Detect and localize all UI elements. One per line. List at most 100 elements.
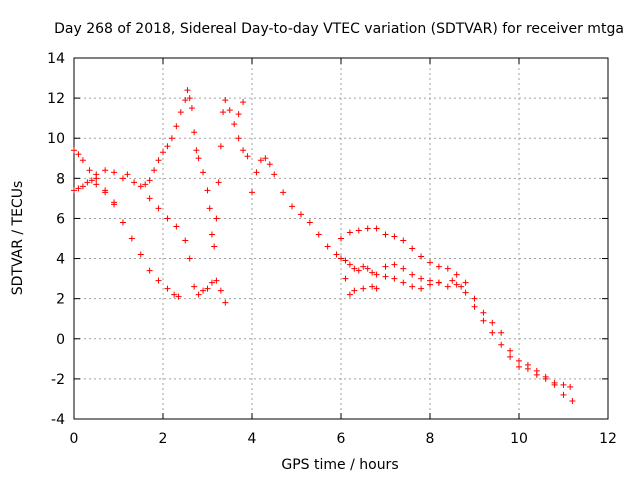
data-point-marker xyxy=(111,201,118,208)
data-point-marker xyxy=(471,295,478,302)
grid-lines xyxy=(74,58,608,419)
data-point-marker xyxy=(364,225,371,232)
data-point-marker xyxy=(211,243,218,250)
x-tick-label: 0 xyxy=(70,431,79,447)
data-point-marker xyxy=(567,383,574,390)
data-point-marker xyxy=(551,381,558,388)
data-point-marker xyxy=(93,181,100,188)
data-point-marker xyxy=(360,285,367,292)
data-point-marker xyxy=(213,277,220,284)
data-point-marker xyxy=(124,171,131,178)
data-point-marker xyxy=(391,261,398,268)
data-point-marker xyxy=(213,215,220,222)
data-point-marker xyxy=(444,283,451,290)
plot-frame xyxy=(73,57,609,420)
data-point-marker xyxy=(351,265,358,272)
data-point-marker xyxy=(453,281,460,288)
data-point-marker xyxy=(409,245,416,252)
data-point-marker xyxy=(369,283,376,290)
x-tick-label: 12 xyxy=(599,431,617,447)
data-point-marker xyxy=(191,129,198,136)
data-point-marker xyxy=(79,183,86,190)
data-point-marker xyxy=(338,235,344,242)
y-tick-label: 4 xyxy=(56,252,65,268)
x-tick-label: 10 xyxy=(510,431,528,447)
data-point-marker xyxy=(373,225,380,232)
data-point-marker xyxy=(373,285,380,292)
y-tick-label: 12 xyxy=(47,91,65,107)
data-point-marker xyxy=(333,251,340,258)
data-point-marker xyxy=(489,319,496,326)
data-point-marker xyxy=(226,107,233,114)
data-point-marker xyxy=(306,219,313,226)
data-point-marker xyxy=(360,263,367,270)
data-point-marker xyxy=(489,329,496,336)
data-point-marker xyxy=(240,147,247,154)
data-point-marker xyxy=(75,185,82,192)
data-point-marker xyxy=(155,277,162,284)
data-point-marker xyxy=(471,303,478,310)
x-tick-label: 8 xyxy=(426,431,435,447)
data-point-marker xyxy=(182,97,189,104)
data-point-marker xyxy=(289,203,296,210)
data-point-marker xyxy=(542,373,549,380)
data-point-marker xyxy=(280,189,287,196)
data-point-marker xyxy=(84,179,91,186)
y-tick-label: -2 xyxy=(51,372,65,388)
data-point-marker xyxy=(516,357,522,364)
data-point-marker xyxy=(240,99,247,106)
data-point-marker xyxy=(208,279,215,286)
data-point-marker xyxy=(206,205,213,212)
data-point-marker xyxy=(453,271,460,278)
data-point-marker xyxy=(173,223,180,230)
data-point-marker xyxy=(346,261,353,268)
data-point-marker xyxy=(498,341,505,348)
data-point-marker xyxy=(71,147,77,154)
x-tick-label: 2 xyxy=(159,431,168,447)
x-tick-label: 6 xyxy=(337,431,346,447)
data-point-marker xyxy=(342,275,349,282)
data-point-marker xyxy=(186,95,193,102)
data-point-marker xyxy=(418,275,425,282)
data-point-marker xyxy=(186,255,193,262)
data-point-marker xyxy=(177,109,184,116)
data-point-marker xyxy=(217,287,224,294)
data-point-marker xyxy=(75,151,82,158)
data-point-marker xyxy=(458,283,465,290)
data-point-marker xyxy=(409,283,416,290)
data-point-marker xyxy=(142,181,149,188)
data-point-marker xyxy=(200,287,207,294)
data-point-marker xyxy=(244,153,251,160)
y-tick-label: 8 xyxy=(56,171,65,187)
data-point-marker xyxy=(164,285,171,292)
data-point-marker xyxy=(391,233,398,240)
data-point-marker xyxy=(93,171,100,178)
data-point-marker xyxy=(507,347,514,354)
data-point-marker xyxy=(146,177,153,184)
y-axis-label: SDTVAR / TECUs xyxy=(10,181,26,296)
data-point-marker xyxy=(173,123,180,130)
data-point-marker xyxy=(400,279,407,286)
data-point-marker xyxy=(271,171,278,178)
data-point-marker xyxy=(175,293,182,300)
data-point-marker xyxy=(131,179,138,186)
data-point-marker xyxy=(516,363,522,370)
y-tick-label: 2 xyxy=(56,292,65,308)
data-point-marker xyxy=(435,263,442,270)
y-tick-label: 14 xyxy=(47,51,65,67)
data-point-marker xyxy=(88,177,95,184)
data-point-marker xyxy=(119,175,126,182)
data-point-marker xyxy=(533,367,540,374)
y-tick-label: 6 xyxy=(56,211,65,227)
data-point-marker xyxy=(400,265,407,272)
data-point-marker xyxy=(351,287,358,294)
data-point-marker xyxy=(102,189,109,196)
data-point-marker xyxy=(137,251,144,258)
x-axis-label: GPS time / hours xyxy=(281,457,398,473)
data-point-marker xyxy=(373,271,380,278)
data-point-marker xyxy=(364,265,371,272)
data-point-marker xyxy=(235,135,242,142)
chart-title: Day 268 of 2018, Sidereal Day-to-day VTE… xyxy=(54,21,624,37)
tick-labels: 0 2 4 6 8 10 12 -4 -2 0 2 4 6 8 10 12 14 xyxy=(47,51,617,447)
